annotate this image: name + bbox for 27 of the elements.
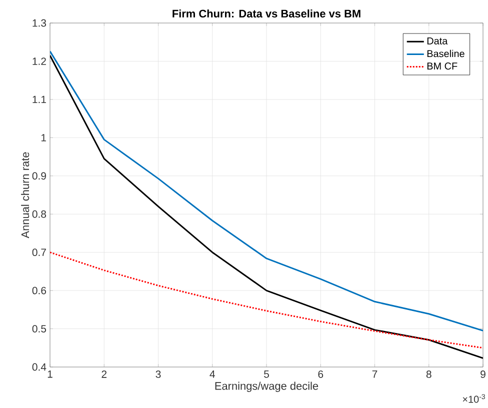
text: ×10$^{-3}$	[462, 394, 485, 403]
y-tick-label: 0.9	[32, 172, 46, 180]
x-tick-label: 6	[318, 370, 324, 378]
x-tick-label: 2	[102, 370, 106, 378]
x-axis-title: Earnings/wage decile	[215, 382, 318, 392]
line-series	[50, 252, 484, 349]
y-tick-label: 0.5	[32, 325, 46, 332]
y-tick-label: 0.7	[32, 248, 46, 256]
x-tick-label: 9	[480, 370, 486, 378]
y-tick-label: 1.1	[32, 96, 46, 104]
x-tick-label: 3	[156, 370, 161, 378]
x-tick-label: 5	[264, 370, 269, 378]
y-tick-label: 0.4	[32, 363, 46, 371]
x-tick-label: 1	[48, 370, 52, 378]
chart-title: Firm Churn: Data vs Baseline vs BM	[172, 9, 360, 18]
legend-label: Baseline	[427, 50, 464, 58]
y-tick-label: 0.6	[32, 286, 46, 294]
y-tick-label: 0.8	[32, 210, 46, 218]
y-axis-title: Annual churn rate	[21, 152, 30, 238]
y-tick-label: 1.3	[32, 19, 46, 27]
legend-label: Data	[427, 38, 448, 44]
y-tick-label: 1.2	[32, 58, 46, 65]
legend-label: BM CF	[427, 62, 458, 70]
x-tick-label: 7	[372, 370, 378, 378]
x-tick-label: 8	[426, 370, 432, 378]
y-tick-label: 1	[41, 134, 46, 142]
x-tick-label: 4	[210, 370, 215, 378]
